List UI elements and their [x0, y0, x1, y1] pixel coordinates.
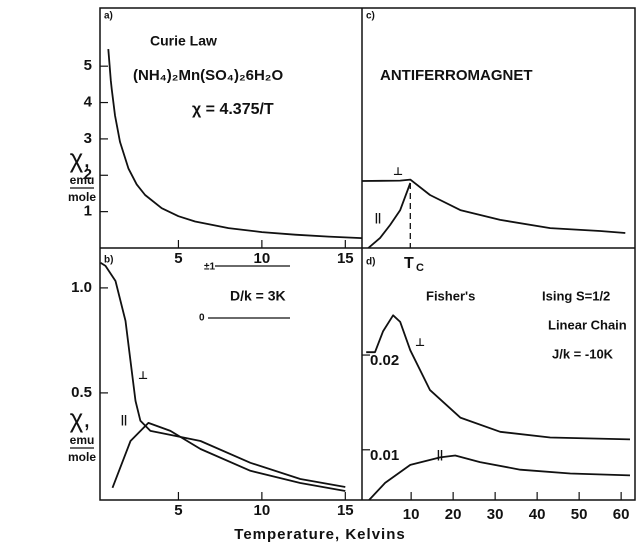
y-tick-label: 1: [84, 203, 92, 220]
curve: [367, 182, 412, 248]
x-tick-label: 20: [445, 506, 462, 523]
curve-label: ||: [375, 212, 381, 224]
y-tick-label: 0.01: [370, 447, 399, 464]
annotation: ANTIFERROMAGNET: [380, 67, 533, 84]
y-label: emu: [70, 433, 95, 447]
annotation: d): [366, 257, 375, 268]
annotation: c): [366, 11, 375, 22]
x-tick-label: 60: [613, 506, 630, 523]
x-tick-label: 5: [174, 502, 182, 519]
curve: [362, 178, 626, 234]
y-label: mole: [68, 450, 96, 464]
annotation: a): [104, 11, 113, 22]
x-tick-label: 5: [174, 250, 182, 267]
curve: [100, 261, 346, 488]
x-label: Temperature, Kelvins: [234, 526, 405, 543]
annotation: J/k = -10K: [552, 346, 614, 361]
x-tick-label: 30: [487, 506, 504, 523]
y-label: emu: [70, 173, 95, 187]
y-tick-label: 5: [84, 57, 92, 74]
annotation: χ = 4.375/T: [192, 101, 274, 118]
annotation: b): [104, 255, 113, 266]
curve: [107, 49, 362, 239]
x-tick-label: 10: [254, 502, 271, 519]
x-tick-label: 10: [403, 506, 420, 523]
annotation: Fisher's: [426, 288, 475, 303]
y-tick-label: 3: [84, 130, 92, 147]
x-tick-label: 10: [254, 250, 271, 267]
x-tick-label: 15: [337, 250, 354, 267]
y-tick-label: 1.0: [71, 279, 92, 296]
curve-label: ⊥: [138, 370, 148, 382]
annotation: Linear Chain: [548, 317, 627, 332]
y-tick-label: 2: [84, 166, 92, 183]
x-tick-label: 15: [337, 502, 354, 519]
annotation: (NH₄)₂Mn(SO₄)₂6H₂O: [133, 67, 283, 84]
curve-label: ⊥: [393, 166, 403, 178]
annotation: D/k = 3K: [230, 288, 286, 304]
y-label: mole: [68, 190, 96, 204]
y-label: χ,: [70, 143, 91, 173]
curve-label: ||: [121, 414, 127, 426]
annotation: Ising S=1/2: [542, 288, 610, 303]
annotation: T: [404, 255, 414, 272]
annotation: C: [416, 262, 424, 274]
x-tick-label: 40: [529, 506, 546, 523]
curve-label: ||: [437, 449, 443, 461]
annotation: ±1: [204, 262, 215, 273]
x-tick-label: 50: [571, 506, 588, 523]
curve: [366, 314, 631, 441]
y-tick-label: 0.02: [370, 352, 399, 369]
y-tick-label: 4: [84, 94, 93, 111]
annotation: Curie Law: [150, 33, 217, 49]
curve-label: ⊥: [415, 337, 425, 349]
y-label: χ,: [70, 403, 91, 433]
annotation: 0: [199, 313, 205, 324]
frame: [99, 7, 636, 501]
curve: [111, 422, 346, 492]
curve: [368, 454, 631, 500]
y-tick-label: 0.5: [71, 384, 92, 401]
